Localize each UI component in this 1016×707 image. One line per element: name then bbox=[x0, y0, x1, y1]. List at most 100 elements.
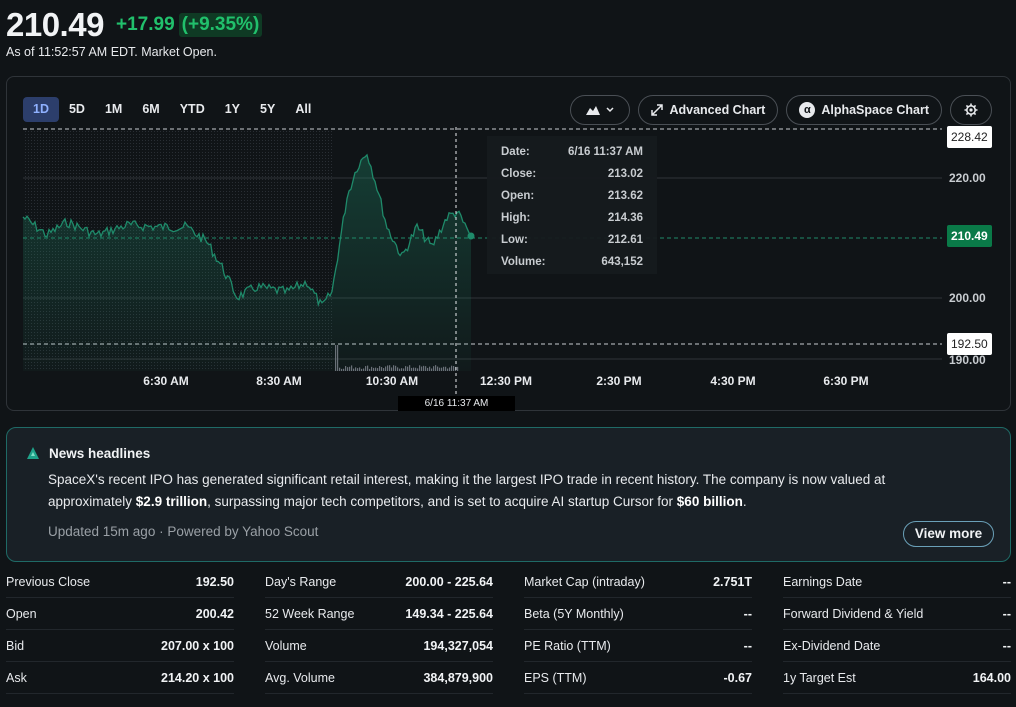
volume-bar bbox=[437, 366, 439, 371]
tooltip-row: Volume: 643,152 bbox=[501, 254, 643, 276]
tab-1y[interactable]: 1Y bbox=[224, 102, 241, 116]
volume-bar bbox=[363, 368, 365, 371]
volume-bar bbox=[337, 345, 339, 371]
expand-icon bbox=[651, 104, 664, 116]
stat-label: Avg. Volume bbox=[265, 671, 335, 685]
volume-bar bbox=[411, 367, 413, 371]
x-tick-1230pm: 12:30 PM bbox=[479, 374, 533, 388]
price-change-pct: (+9.35%) bbox=[178, 13, 263, 37]
stats-column-4: Earnings Date -- Forward Dividend & Yield… bbox=[783, 566, 1011, 694]
volume-bar bbox=[389, 365, 391, 371]
stat-row: Previous Close 192.50 bbox=[6, 566, 234, 598]
stat-value: 192.50 bbox=[195, 575, 234, 589]
y-prev-close-box: 192.50 bbox=[947, 333, 992, 355]
volume-bar bbox=[345, 366, 347, 371]
stat-row: Forward Dividend & Yield -- bbox=[783, 598, 1011, 630]
tab-all[interactable]: All bbox=[295, 102, 312, 116]
volume-bar bbox=[377, 368, 379, 371]
stat-row: Earnings Date -- bbox=[783, 566, 1011, 598]
news-text-1: SpaceX's recent IPO has generated signif… bbox=[48, 472, 886, 509]
volume-bar bbox=[409, 365, 411, 371]
volume-bar bbox=[357, 368, 359, 371]
chart-settings-button[interactable] bbox=[950, 95, 992, 125]
x-tick-430pm: 4:30 PM bbox=[710, 374, 756, 388]
tab-1m[interactable]: 1M bbox=[104, 102, 123, 116]
stat-value: 384,879,900 bbox=[423, 671, 493, 685]
tooltip-label: Volume: bbox=[501, 256, 546, 268]
stat-label: Forward Dividend & Yield bbox=[783, 607, 924, 621]
volume-bar bbox=[375, 367, 377, 371]
stat-row: 52 Week Range 149.34 - 225.64 bbox=[265, 598, 493, 630]
volume-bar bbox=[417, 368, 419, 371]
tab-ytd[interactable]: YTD bbox=[179, 102, 205, 116]
volume-bar bbox=[457, 366, 459, 371]
y-tick-220: 220.00 bbox=[949, 171, 986, 185]
stat-label: Earnings Date bbox=[783, 575, 863, 589]
stat-value: 149.34 - 225.64 bbox=[405, 607, 493, 621]
chart-type-button[interactable] bbox=[570, 95, 631, 125]
stat-label: Day's Range bbox=[265, 575, 337, 589]
price-chart[interactable] bbox=[7, 77, 1012, 412]
stat-label: Bid bbox=[6, 639, 25, 653]
volume-bar bbox=[355, 367, 357, 371]
volume-bar bbox=[339, 367, 341, 371]
chart-tools: Advanced Chart α AlphaSpace Chart bbox=[570, 95, 992, 125]
volume-bar bbox=[371, 366, 373, 371]
stat-value: 214.20 x 100 bbox=[161, 671, 234, 685]
view-more-button[interactable]: View more bbox=[903, 521, 994, 547]
stat-label: PE Ratio (TTM) bbox=[524, 639, 611, 653]
tooltip-label: Date: bbox=[501, 146, 530, 158]
stat-label: 52 Week Range bbox=[265, 607, 355, 621]
tooltip-label: Close: bbox=[501, 168, 537, 180]
price-change-abs: +17.99 bbox=[116, 14, 175, 35]
tooltip-label: Low: bbox=[501, 234, 528, 246]
volume-bar bbox=[391, 367, 393, 371]
alphaspace-chart-button[interactable]: α AlphaSpace Chart bbox=[786, 95, 942, 125]
stat-value: 200.42 bbox=[195, 607, 234, 621]
stat-row: Market Cap (intraday) 2.751T bbox=[524, 566, 752, 598]
news-summary: SpaceX's recent IPO has generated signif… bbox=[48, 469, 948, 513]
stat-value: -- bbox=[743, 639, 752, 653]
tab-6m[interactable]: 6M bbox=[142, 102, 160, 116]
stat-label: Beta (5Y Monthly) bbox=[524, 607, 624, 621]
volume-bar bbox=[393, 365, 395, 371]
volume-bar bbox=[399, 368, 401, 371]
tooltip-value: 212.61 bbox=[607, 234, 643, 246]
volume-bar bbox=[403, 368, 405, 371]
volume-bar bbox=[435, 365, 437, 371]
x-tick-630am: 6:30 AM bbox=[143, 374, 189, 388]
stat-value: -0.67 bbox=[723, 671, 753, 685]
x-tick-1030am: 10:30 AM bbox=[365, 374, 419, 388]
stat-row: Open 200.42 bbox=[6, 598, 234, 630]
volume-bar bbox=[419, 365, 421, 371]
tab-5d[interactable]: 5D bbox=[68, 102, 85, 116]
x-tick-230pm: 2:30 PM bbox=[596, 374, 642, 388]
tooltip-row: Low: 212.61 bbox=[501, 232, 643, 254]
volume-bar bbox=[453, 366, 455, 371]
volume-bar bbox=[421, 366, 423, 371]
volume-bars bbox=[335, 345, 459, 371]
stat-value: 200.00 - 225.64 bbox=[405, 575, 493, 589]
volume-bar bbox=[413, 367, 415, 371]
news-header: News headlines bbox=[25, 445, 150, 461]
volume-bar bbox=[395, 365, 397, 371]
tab-5y[interactable]: 5Y bbox=[260, 102, 276, 116]
stat-label: Ask bbox=[6, 671, 27, 685]
advanced-chart-button[interactable]: Advanced Chart bbox=[638, 95, 779, 125]
stat-value: 194,327,054 bbox=[423, 639, 493, 653]
tooltip-row: Open: 213.62 bbox=[501, 188, 643, 210]
x-tick-630pm: 6:30 PM bbox=[823, 374, 869, 388]
mountain-chart-icon bbox=[586, 106, 601, 115]
stat-label: Market Cap (intraday) bbox=[524, 575, 645, 589]
news-footer: Updated 15m ago · Powered by Yahoo Scout bbox=[48, 524, 319, 539]
as-of-timestamp: As of 11:52:57 AM EDT. Market Open. bbox=[6, 45, 217, 59]
volume-bar bbox=[443, 366, 445, 371]
volume-bar bbox=[427, 367, 429, 371]
tooltip-row: Close: 213.02 bbox=[501, 166, 643, 188]
tab-1d[interactable]: 1D bbox=[23, 97, 59, 122]
volume-bar bbox=[387, 365, 389, 371]
volume-bar bbox=[343, 368, 345, 371]
stat-label: 1y Target Est bbox=[783, 671, 856, 685]
volume-bar bbox=[439, 367, 441, 371]
crosshair-date-label: 6/16 11:37 AM bbox=[398, 396, 515, 411]
